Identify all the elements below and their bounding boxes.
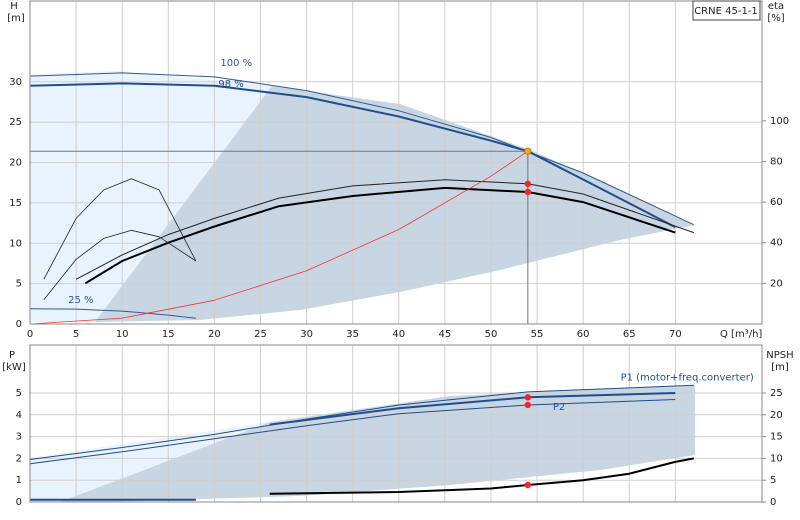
series-line bbox=[29, 308, 196, 319]
series-line bbox=[75, 179, 694, 280]
operating-point bbox=[524, 401, 532, 409]
y2-axis-label: NPSH bbox=[766, 350, 793, 361]
x-tick-label: 45 bbox=[438, 329, 451, 340]
y2-axis-unit: [m] bbox=[771, 362, 789, 373]
y2-tick-label: 0 bbox=[770, 497, 776, 508]
y-tick-label: 20 bbox=[9, 158, 22, 169]
x-tick-label: 15 bbox=[162, 329, 175, 340]
x-tick-label: 0 bbox=[27, 329, 33, 340]
x-tick-label: 30 bbox=[300, 329, 313, 340]
y-tick-label: 30 bbox=[9, 77, 22, 88]
x-tick-label: 35 bbox=[346, 329, 359, 340]
y-tick-label: 1 bbox=[16, 475, 22, 486]
y-axis-unit: [m] bbox=[7, 13, 25, 24]
y2-axis-unit: [%] bbox=[767, 13, 784, 24]
y2-tick-label: 40 bbox=[770, 238, 783, 249]
y2-axis-label: eta bbox=[768, 1, 784, 12]
y-tick-label: 2 bbox=[16, 453, 22, 464]
y-tick-label: 5 bbox=[16, 279, 22, 290]
y-tick-label: 0 bbox=[16, 497, 22, 508]
y-tick-label: 0 bbox=[16, 319, 22, 330]
x-tick-label: 50 bbox=[485, 329, 498, 340]
y-axis-label: H bbox=[10, 1, 18, 12]
y2-tick-label: 5 bbox=[770, 475, 776, 486]
series-line bbox=[29, 150, 529, 325]
x-tick-label: 60 bbox=[577, 329, 590, 340]
y-axis-unit: [kW] bbox=[2, 362, 26, 373]
x-tick-label: 40 bbox=[392, 329, 405, 340]
series-line bbox=[43, 178, 197, 280]
operating-point bbox=[524, 188, 532, 196]
shaded-region bbox=[30, 71, 272, 322]
y2-tick-label: 20 bbox=[770, 278, 783, 289]
x-axis-label: Q [m³/h] bbox=[720, 329, 762, 340]
shaded-region bbox=[30, 422, 270, 502]
chart-title: CRNE 45-1-1 bbox=[694, 6, 758, 17]
x-tick-label: 20 bbox=[208, 329, 221, 340]
series-label: 25 % bbox=[68, 295, 93, 306]
x-tick-label: 65 bbox=[623, 329, 636, 340]
series-line bbox=[29, 82, 676, 228]
y-tick-label: 4 bbox=[16, 410, 22, 421]
x-tick-label: 10 bbox=[116, 329, 129, 340]
y2-tick-label: 60 bbox=[770, 197, 783, 208]
shaded-region bbox=[95, 86, 695, 322]
series-line bbox=[43, 229, 197, 301]
series-label: 100 % bbox=[220, 58, 252, 69]
operating-point bbox=[524, 180, 532, 188]
y2-tick-label: 100 bbox=[770, 116, 789, 127]
y-tick-label: 15 bbox=[9, 198, 22, 209]
operating-point bbox=[524, 481, 532, 489]
operating-point bbox=[524, 394, 532, 401]
series-line bbox=[269, 392, 676, 426]
y2-tick-label: 80 bbox=[770, 156, 783, 167]
plot-frame bbox=[29, 0, 763, 325]
operating-point bbox=[524, 147, 532, 155]
plot-frame bbox=[29, 344, 763, 503]
x-tick-label: 5 bbox=[73, 329, 79, 340]
y2-tick-label: 25 bbox=[770, 388, 783, 399]
series-label: 98 % bbox=[218, 79, 243, 90]
y2-tick-label: 15 bbox=[770, 432, 783, 443]
plot-layer: 0 5 10 15 20 25 30 35 40 45 50 55 60 65 70051015202530… bbox=[9, 1, 789, 508]
x-tick-label: 70 bbox=[669, 329, 682, 340]
y2-tick-label: 20 bbox=[770, 410, 783, 421]
y-tick-label: 3 bbox=[16, 432, 22, 443]
series-line bbox=[84, 186, 676, 285]
series-line bbox=[269, 457, 694, 495]
x-tick-label: 25 bbox=[254, 329, 267, 340]
y-tick-label: 5 bbox=[16, 388, 22, 399]
title-box bbox=[692, 0, 761, 21]
y-tick-label: 25 bbox=[9, 117, 22, 128]
series-label: P1 (motor+freq.converter) bbox=[621, 372, 754, 383]
series-label: P2 bbox=[553, 402, 565, 413]
x-tick-label: 55 bbox=[531, 329, 544, 340]
shaded-region bbox=[60, 385, 695, 502]
series-line bbox=[29, 72, 695, 226]
y-tick-label: 10 bbox=[9, 238, 22, 249]
y-axis-label: P bbox=[9, 350, 15, 361]
y2-tick-label: 10 bbox=[770, 453, 783, 464]
